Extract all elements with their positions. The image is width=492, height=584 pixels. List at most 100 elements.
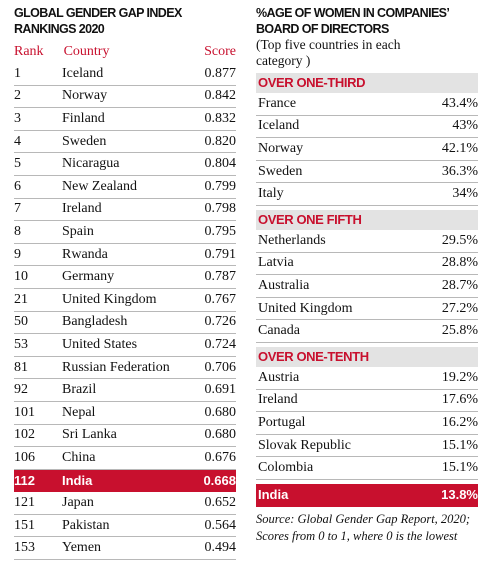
cell-score: 0.652 xyxy=(204,495,237,511)
cell-country: Pakistan xyxy=(62,517,110,533)
cell-country: Sweden xyxy=(258,163,303,179)
table-row: 101 Nepal 0.680 xyxy=(14,402,236,425)
cell-rank: 3 xyxy=(14,110,21,126)
table-row: 50 Bangladesh 0.726 xyxy=(14,312,236,335)
cell-score: 0.820 xyxy=(204,133,237,149)
cell-score: 0.691 xyxy=(204,382,237,398)
cell-score: 0.842 xyxy=(204,88,237,104)
cell-score: 0.877 xyxy=(204,65,237,81)
cell-country: Colombia xyxy=(258,460,314,476)
cell-score: 0.799 xyxy=(204,178,237,194)
cell-country: New Zealand xyxy=(62,178,138,194)
cell-score: 0.680 xyxy=(204,404,237,420)
cell-country: Sweden xyxy=(62,133,107,149)
cell-country: Portugal xyxy=(258,414,306,430)
cell-rank: 112 xyxy=(14,472,35,488)
cell-rank: 92 xyxy=(14,382,28,398)
cell-rank: 7 xyxy=(14,201,21,217)
cell-country: Brazil xyxy=(62,382,97,398)
cell-value: 25.8% xyxy=(441,323,478,339)
cell-score: 0.798 xyxy=(204,201,237,217)
list-item: Portugal 16.2% xyxy=(256,412,478,435)
table-row: 5 Nicaragua 0.804 xyxy=(14,153,236,176)
board-title: %AGE OF WOMEN IN COMPANIES’ BOARD OF DIR… xyxy=(256,6,450,36)
cell-rank: 5 xyxy=(14,156,21,172)
list-item: Norway 42.1% xyxy=(256,138,478,161)
cell-rank: 102 xyxy=(14,427,35,443)
cell-score: 0.795 xyxy=(204,223,237,239)
rankings-header: Rank Country Score xyxy=(14,41,236,63)
cell-country: Yemen xyxy=(62,540,102,556)
cell-country: Netherlands xyxy=(258,232,326,248)
cell-rank: 2 xyxy=(14,88,21,104)
cell-score: 0.767 xyxy=(204,291,237,307)
cell-score: 0.668 xyxy=(203,472,236,488)
cell-rank: 8 xyxy=(14,223,21,239)
cell-country: China xyxy=(62,449,96,465)
cell-country: Ireland xyxy=(258,392,298,408)
cell-rank: 153 xyxy=(14,540,35,556)
cell-country: Slovak Republic xyxy=(258,437,351,453)
table-row: 21 United Kingdom 0.767 xyxy=(14,289,236,312)
table-row: 81 Russian Federation 0.706 xyxy=(14,357,236,380)
cell-score: 0.832 xyxy=(204,110,237,126)
cell-country: Finland xyxy=(62,110,105,126)
cell-rank: 53 xyxy=(14,336,28,352)
table-row: 1 Iceland 0.877 xyxy=(14,63,236,86)
cell-country: Norway xyxy=(62,88,108,104)
cell-score: 0.676 xyxy=(204,449,237,465)
cell-rank: 106 xyxy=(14,449,35,465)
cell-rank: 4 xyxy=(14,133,21,149)
cell-country: Rwanda xyxy=(62,246,108,262)
cell-score: 0.724 xyxy=(204,336,237,352)
cell-value: 36.3% xyxy=(441,163,478,179)
table-row-highlight: 112 India 0.668 xyxy=(14,469,236,493)
cell-country: Germany xyxy=(62,269,115,285)
list-item: Austria 19.2% xyxy=(256,367,478,390)
cell-rank: 6 xyxy=(14,178,21,194)
cell-country: Russian Federation xyxy=(62,359,170,375)
rankings-title: GLOBAL GENDER GAP INDEX RANKINGS 2020 xyxy=(14,6,182,36)
header-rank: Rank xyxy=(14,44,44,59)
cell-score: 0.680 xyxy=(204,427,237,443)
cell-country: Iceland xyxy=(258,118,300,134)
cell-country: United Kingdom xyxy=(258,300,353,316)
cell-value: 28.7% xyxy=(441,277,478,293)
table-row: 92 Brazil 0.691 xyxy=(14,379,236,402)
india-country: India xyxy=(258,487,289,503)
list-item: Canada 25.8% xyxy=(256,320,478,343)
table-row: 3 Finland 0.832 xyxy=(14,108,236,131)
board-sections: OVER ONE-THIRD France 43.4% Iceland 43% Norwa… xyxy=(256,73,478,480)
cell-value: 43% xyxy=(452,118,478,134)
cell-value: 17.6% xyxy=(441,392,478,408)
india-value: 13.8% xyxy=(441,487,478,503)
cell-country: Iceland xyxy=(62,65,104,81)
cell-country: India xyxy=(62,472,93,488)
cell-country: Norway xyxy=(258,140,304,156)
list-item: Ireland 17.6% xyxy=(256,390,478,413)
women-board-panel: %AGE OF WOMEN IN COMPANIES’ BOARD OF DIR… xyxy=(256,0,478,545)
list-item: Latvia 28.8% xyxy=(256,253,478,276)
rankings-table: 1 Iceland 0.877 2 Norway 0.842 3 Finland 0.832 4 S… xyxy=(14,63,237,561)
cell-country: Australia xyxy=(258,277,310,293)
list-item: Slovak Republic 15.1% xyxy=(256,435,478,458)
cell-value: 43.4% xyxy=(441,95,478,111)
board-subtitle: (Top five countries in each category ) xyxy=(256,37,401,68)
table-row: 53 United States 0.724 xyxy=(14,334,236,357)
cell-score: 0.726 xyxy=(204,314,237,330)
cell-country: Latvia xyxy=(258,255,294,271)
cell-country: Japan xyxy=(62,495,94,511)
table-row: 106 China 0.676 xyxy=(14,447,236,470)
cell-rank: 9 xyxy=(14,246,21,262)
cell-country: Spain xyxy=(62,223,94,239)
header-score: Score xyxy=(204,44,236,59)
cell-country: Italy xyxy=(258,186,284,202)
cell-country: Canada xyxy=(258,323,300,339)
header-country: Country xyxy=(63,44,110,59)
cell-value: 27.2% xyxy=(441,300,478,316)
cell-value: 42.1% xyxy=(441,140,478,156)
list-item: United Kingdom 27.2% xyxy=(256,298,478,321)
cell-rank: 21 xyxy=(14,291,28,307)
cell-rank: 50 xyxy=(14,314,28,330)
table-row: 153 Yemen 0.494 xyxy=(14,537,236,561)
